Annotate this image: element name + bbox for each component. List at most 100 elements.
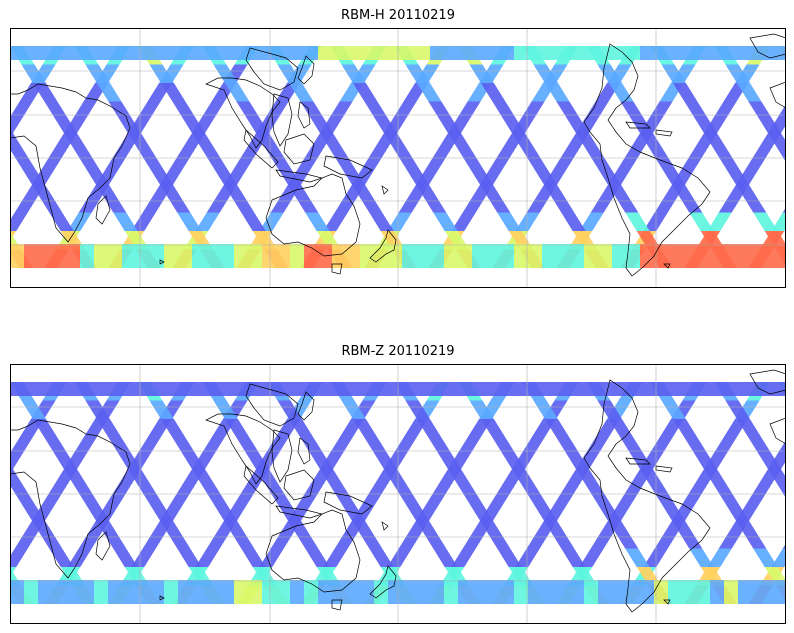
- swath-segment: [10, 548, 28, 567]
- swath-segment: [439, 456, 465, 475]
- swath-segment: [643, 474, 668, 493]
- swath-cell: [556, 244, 570, 268]
- swath-segment: [90, 511, 115, 530]
- swath-cell: [402, 580, 416, 604]
- swath-cell: [206, 580, 220, 604]
- swath-segment: [14, 157, 40, 176]
- swath-segment: [736, 419, 762, 438]
- swath-cell: [542, 46, 556, 60]
- swath-segment: [398, 530, 424, 549]
- swath-cell: [52, 382, 66, 396]
- swath-segment: [369, 138, 394, 157]
- swath-segment: [259, 212, 284, 231]
- coastlines: [10, 369, 786, 613]
- swath-cell: [108, 580, 122, 604]
- swath-cell: [164, 46, 178, 60]
- swath-segment: [579, 474, 604, 493]
- swath-cell: [752, 244, 766, 268]
- swath-segment: [270, 157, 296, 176]
- swath-segment: [101, 530, 127, 549]
- swath-segment: [369, 212, 394, 231]
- swath-cell: [724, 580, 738, 604]
- swath-segment: [503, 120, 529, 139]
- coastline: [331, 263, 343, 275]
- swath-cell: [178, 46, 192, 60]
- swath-cell: [528, 382, 542, 396]
- swath-segment: [613, 530, 639, 549]
- swath-segment: [549, 493, 575, 512]
- swath-cell: [150, 382, 164, 396]
- swath-cell: [556, 46, 570, 60]
- swath-segment: [387, 474, 412, 493]
- swath-cell: [10, 382, 24, 396]
- swath-segment: [526, 194, 552, 213]
- map-canvas-rbm-h: [10, 28, 786, 288]
- swath-segment: [736, 83, 762, 102]
- swath-cell: [192, 46, 206, 60]
- coastline: [10, 419, 131, 579]
- swath-cell: [136, 382, 150, 396]
- swath-segment: [725, 400, 750, 419]
- swath-segment: [677, 157, 703, 176]
- swath-segment: [456, 101, 481, 120]
- swath-segment: [561, 548, 586, 567]
- swath-cell: [612, 382, 626, 396]
- swath-cell: [192, 244, 206, 268]
- swath-segment: [677, 194, 703, 213]
- swath-cell: [640, 580, 654, 604]
- swath-cell: [598, 244, 612, 268]
- swath-segment: [270, 194, 296, 213]
- swath-cell: [458, 580, 472, 604]
- swath-segment: [55, 456, 81, 475]
- swath-segment: [119, 456, 145, 475]
- swath-segment: [748, 101, 773, 120]
- swath-cell: [346, 382, 360, 396]
- coastline: [297, 437, 311, 465]
- swath-segment: [213, 64, 238, 83]
- coastline: [275, 169, 324, 183]
- coastline: [749, 33, 786, 59]
- coastline: [159, 595, 165, 601]
- swath-segment: [549, 194, 575, 213]
- swath-segment: [67, 138, 92, 157]
- swath-segment: [608, 419, 634, 438]
- swath-segment: [503, 456, 529, 475]
- swath-cell: [556, 382, 570, 396]
- swath-cell: [640, 382, 654, 396]
- swath-cell: [276, 382, 290, 396]
- swath-cell: [500, 46, 514, 60]
- swath-segment: [293, 493, 319, 512]
- swath-segment: [113, 548, 138, 567]
- swath-cell: [234, 580, 248, 604]
- swath-segment: [136, 437, 161, 456]
- swath-segment: [334, 493, 360, 512]
- swath-segment: [485, 194, 511, 213]
- swath-cell: [500, 244, 514, 268]
- swath-cell: [612, 244, 626, 268]
- swath-cell: [416, 382, 430, 396]
- swath-segment: [776, 440, 786, 456]
- swath-segment: [55, 120, 81, 139]
- swath-cell: [66, 46, 80, 60]
- swath-segment: [666, 511, 691, 530]
- swath-cell: [500, 382, 514, 396]
- swath-cell: [136, 244, 150, 268]
- swath-segment: [352, 83, 378, 102]
- coastline: [381, 185, 389, 195]
- swath-cell: [682, 46, 696, 60]
- coastline: [381, 521, 389, 531]
- swath-cell: [388, 382, 402, 396]
- swath-segment: [305, 212, 330, 231]
- swath-segment: [195, 548, 220, 567]
- swath-segment: [49, 474, 74, 493]
- swath-segment: [748, 437, 773, 456]
- swath-segment: [741, 530, 767, 549]
- swath-segment: [707, 548, 732, 567]
- swath-segment: [334, 157, 360, 176]
- swath-segment: [67, 548, 92, 567]
- swath-segment: [206, 194, 232, 213]
- swath-segment: [462, 530, 488, 549]
- swath-cell: [164, 580, 178, 604]
- swath-cell: [430, 46, 444, 60]
- swath-cell: [150, 46, 164, 60]
